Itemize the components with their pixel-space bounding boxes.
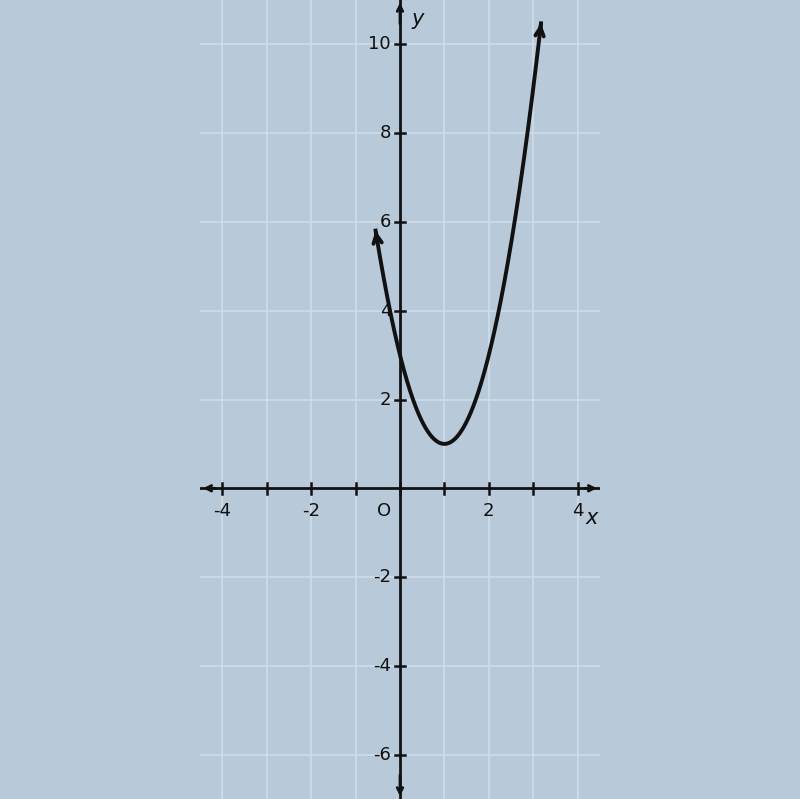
Text: O: O	[377, 502, 391, 519]
Text: y: y	[411, 9, 423, 29]
Text: -6: -6	[374, 745, 391, 764]
Text: x: x	[585, 508, 598, 528]
Text: 2: 2	[380, 391, 391, 408]
Text: -4: -4	[373, 657, 391, 675]
Text: 4: 4	[380, 302, 391, 320]
Text: 6: 6	[380, 213, 391, 231]
Text: 4: 4	[572, 502, 583, 519]
Text: 10: 10	[369, 35, 391, 54]
Text: 8: 8	[380, 124, 391, 142]
Text: 2: 2	[483, 502, 494, 519]
Text: -4: -4	[214, 502, 231, 519]
Text: -2: -2	[302, 502, 320, 519]
Text: -2: -2	[373, 568, 391, 586]
